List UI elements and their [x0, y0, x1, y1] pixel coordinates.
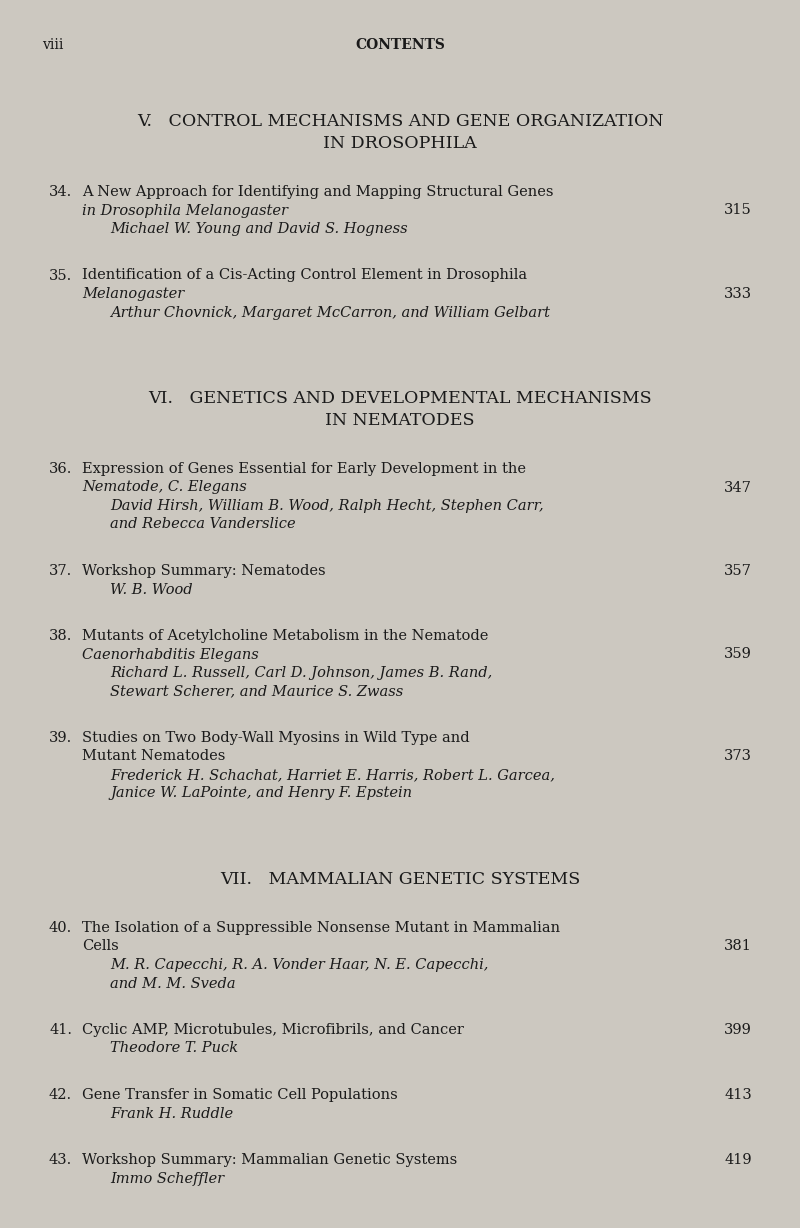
- Text: 36.: 36.: [49, 462, 72, 476]
- Text: and M. M. Sveda: and M. M. Sveda: [110, 976, 236, 991]
- Text: Expression of Genes Essential for Early Development in the: Expression of Genes Essential for Early …: [82, 462, 526, 476]
- Text: Richard L. Russell, Carl D. Johnson, James B. Rand,: Richard L. Russell, Carl D. Johnson, Jam…: [110, 666, 492, 680]
- Text: in Drosophila Melanogaster: in Drosophila Melanogaster: [82, 204, 288, 217]
- Text: Cyclic AMP, Microtubules, Microfibrils, and Cancer: Cyclic AMP, Microtubules, Microfibrils, …: [82, 1023, 464, 1036]
- Text: VII.   MAMMALIAN GENETIC SYSTEMS: VII. MAMMALIAN GENETIC SYSTEMS: [220, 871, 580, 888]
- Text: Melanogaster: Melanogaster: [82, 287, 184, 301]
- Text: IN DROSOPHILA: IN DROSOPHILA: [323, 135, 477, 152]
- Text: 381: 381: [724, 939, 752, 953]
- Text: 347: 347: [724, 480, 752, 495]
- Text: 38.: 38.: [49, 629, 72, 643]
- Text: 373: 373: [724, 749, 752, 764]
- Text: 359: 359: [724, 647, 752, 662]
- Text: IN NEMATODES: IN NEMATODES: [326, 413, 474, 429]
- Text: Caenorhabditis Elegans: Caenorhabditis Elegans: [82, 647, 258, 662]
- Text: 413: 413: [724, 1088, 752, 1102]
- Text: Identification of a Cis-Acting Control Element in Drosophila: Identification of a Cis-Acting Control E…: [82, 269, 527, 282]
- Text: Mutants of Acetylcholine Metabolism in the Nematode: Mutants of Acetylcholine Metabolism in t…: [82, 629, 488, 643]
- Text: 40.: 40.: [49, 921, 72, 935]
- Text: viii: viii: [42, 38, 63, 52]
- Text: Frank H. Ruddle: Frank H. Ruddle: [110, 1106, 233, 1120]
- Text: Cells: Cells: [82, 939, 118, 953]
- Text: 39.: 39.: [49, 731, 72, 745]
- Text: 34.: 34.: [49, 185, 72, 199]
- Text: Nematode, C. Elegans: Nematode, C. Elegans: [82, 480, 246, 495]
- Text: Mutant Nematodes: Mutant Nematodes: [82, 749, 226, 764]
- Text: Studies on Two Body-Wall Myosins in Wild Type and: Studies on Two Body-Wall Myosins in Wild…: [82, 731, 470, 745]
- Text: A New Approach for Identifying and Mapping Structural Genes: A New Approach for Identifying and Mappi…: [82, 185, 554, 199]
- Text: 35.: 35.: [49, 269, 72, 282]
- Text: Workshop Summary: Nematodes: Workshop Summary: Nematodes: [82, 564, 326, 578]
- Text: V.   CONTROL MECHANISMS AND GENE ORGANIZATION: V. CONTROL MECHANISMS AND GENE ORGANIZAT…: [137, 113, 663, 130]
- Text: M. R. Capecchi, R. A. Vonder Haar, N. E. Capecchi,: M. R. Capecchi, R. A. Vonder Haar, N. E.…: [110, 958, 488, 973]
- Text: 37.: 37.: [49, 564, 72, 578]
- Text: W. B. Wood: W. B. Wood: [110, 582, 193, 597]
- Text: 357: 357: [724, 564, 752, 578]
- Text: 43.: 43.: [49, 1153, 72, 1167]
- Text: and Rebecca Vanderslice: and Rebecca Vanderslice: [110, 517, 296, 532]
- Text: Stewart Scherer, and Maurice S. Zwass: Stewart Scherer, and Maurice S. Zwass: [110, 684, 403, 699]
- Text: Workshop Summary: Mammalian Genetic Systems: Workshop Summary: Mammalian Genetic Syst…: [82, 1153, 458, 1167]
- Text: 419: 419: [724, 1153, 752, 1167]
- Text: CONTENTS: CONTENTS: [355, 38, 445, 52]
- Text: 42.: 42.: [49, 1088, 72, 1102]
- Text: David Hirsh, William B. Wood, Ralph Hecht, Stephen Carr,: David Hirsh, William B. Wood, Ralph Hech…: [110, 499, 544, 513]
- Text: Frederick H. Schachat, Harriet E. Harris, Robert L. Garcea,: Frederick H. Schachat, Harriet E. Harris…: [110, 768, 555, 782]
- Text: The Isolation of a Suppressible Nonsense Mutant in Mammalian: The Isolation of a Suppressible Nonsense…: [82, 921, 560, 935]
- Text: 315: 315: [724, 204, 752, 217]
- Text: 399: 399: [724, 1023, 752, 1036]
- Text: Janice W. LaPointe, and Henry F. Epstein: Janice W. LaPointe, and Henry F. Epstein: [110, 786, 412, 801]
- Text: 41.: 41.: [49, 1023, 72, 1036]
- Text: Gene Transfer in Somatic Cell Populations: Gene Transfer in Somatic Cell Population…: [82, 1088, 398, 1102]
- Text: Immo Scheffler: Immo Scheffler: [110, 1172, 224, 1185]
- Text: Michael W. Young and David S. Hogness: Michael W. Young and David S. Hogness: [110, 222, 408, 236]
- Text: Arthur Chovnick, Margaret McCarron, and William Gelbart: Arthur Chovnick, Margaret McCarron, and …: [110, 306, 550, 319]
- Text: 333: 333: [724, 287, 752, 301]
- Text: Theodore T. Puck: Theodore T. Puck: [110, 1041, 238, 1056]
- Text: VI.   GENETICS AND DEVELOPMENTAL MECHANISMS: VI. GENETICS AND DEVELOPMENTAL MECHANISM…: [148, 391, 652, 406]
